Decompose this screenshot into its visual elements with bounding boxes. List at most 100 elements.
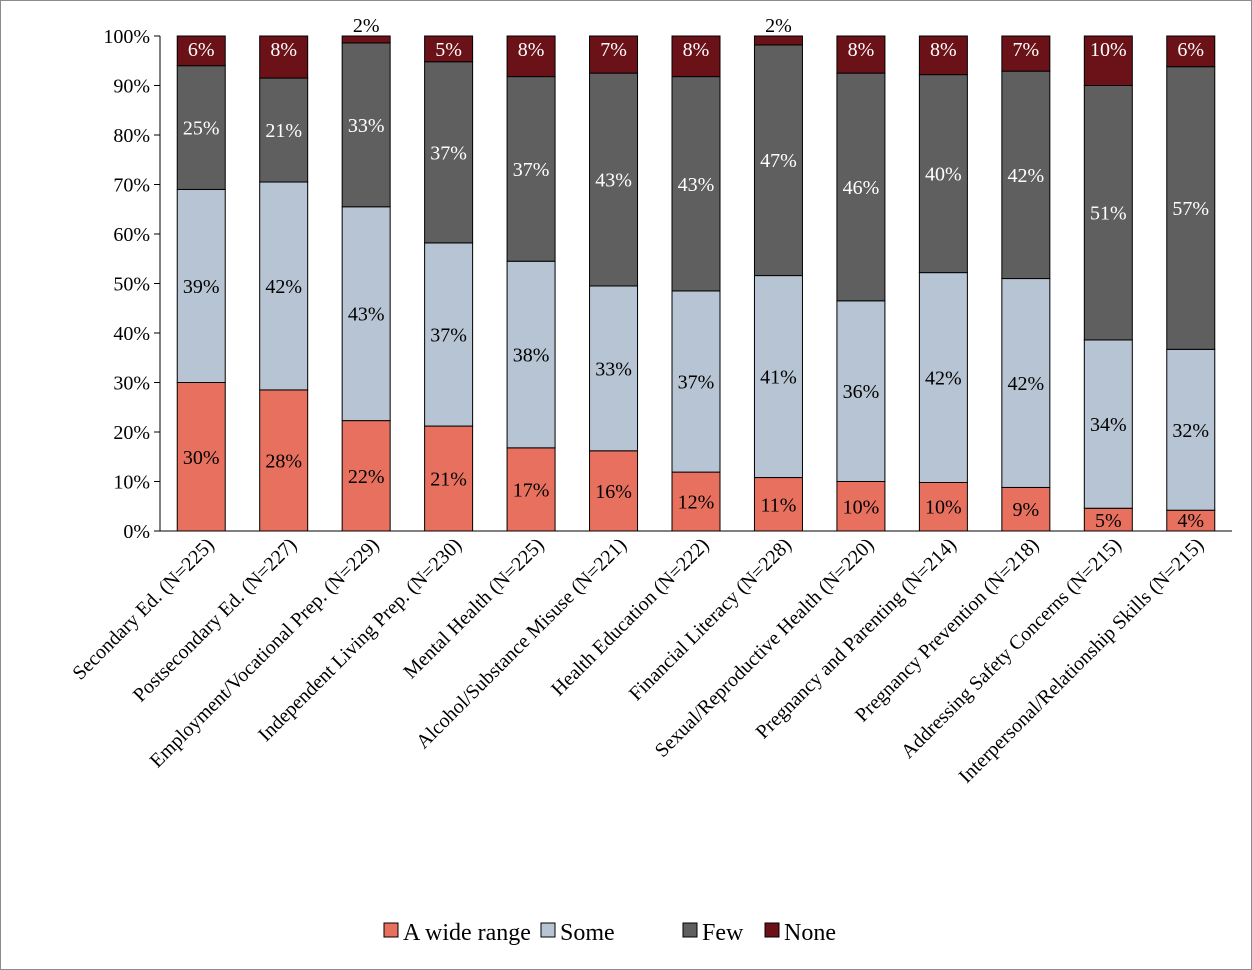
bar-segment: [671, 290, 721, 473]
data-label: 6%: [1177, 39, 1204, 61]
legend-swatch: [682, 922, 698, 938]
bar-segment: [341, 206, 391, 422]
legend-label: Some: [560, 920, 615, 946]
bar-segment: [918, 481, 968, 532]
data-label: 43%: [595, 170, 632, 192]
data-label: 33%: [595, 358, 632, 380]
data-label: 8%: [683, 39, 710, 61]
y-tick-label: 90%: [113, 76, 150, 98]
legend-label: Few: [702, 920, 744, 946]
plot-area: 30% 39% 25% 6% 28% 42% 21% 8% 22% 43% 33% 2% 21% 37% 3…: [176, 15, 1216, 532]
bar-segment: [506, 260, 556, 449]
data-label: 38%: [513, 345, 550, 367]
data-label: 10%: [1090, 39, 1127, 61]
legend-swatch: [764, 922, 780, 938]
y-tick-label: 70%: [113, 175, 150, 197]
legend: A wide range Some Few None: [383, 920, 836, 946]
data-label: 2%: [765, 15, 792, 37]
bar-segment: [918, 272, 968, 483]
bar-segment: [424, 35, 474, 63]
bar-segment: [1001, 278, 1051, 488]
data-label: 7%: [600, 39, 627, 61]
x-axis: Secondary Ed. (N=225)Postsecondary Ed. (…: [68, 530, 1232, 788]
data-label: 43%: [348, 304, 385, 326]
bar-segment: [836, 72, 886, 302]
data-label: 30%: [183, 447, 220, 469]
bar-segment: [918, 74, 968, 274]
bar-segment: [1166, 348, 1216, 511]
bar-segment: [259, 389, 309, 532]
bar-segment: [1166, 35, 1216, 68]
bar-segment: [176, 382, 226, 532]
data-label: 40%: [925, 164, 962, 186]
data-label: 33%: [348, 115, 385, 137]
y-tick-label: 20%: [113, 422, 150, 444]
data-label: 37%: [430, 142, 467, 164]
bar-segment: [671, 471, 721, 532]
bar-segment: [753, 275, 803, 479]
y-tick-label: 40%: [113, 323, 150, 345]
data-label: 22%: [348, 466, 385, 488]
bar-segment: [176, 65, 226, 190]
bar-segment: [341, 42, 391, 208]
bar-segment: [341, 420, 391, 532]
bar-segment: [506, 76, 556, 262]
data-label: 4%: [1177, 510, 1204, 532]
bar-segment: [671, 76, 721, 292]
data-label: 42%: [1008, 373, 1045, 395]
x-tick-label: Health Education (N=222): [547, 534, 713, 700]
data-label: 39%: [183, 276, 220, 298]
data-label: 17%: [513, 479, 550, 501]
bar-segment: [506, 35, 556, 78]
bar-segment: [424, 61, 474, 244]
bar-segment: [341, 35, 391, 44]
data-label: 5%: [1095, 510, 1122, 532]
legend-swatch: [540, 922, 556, 938]
bar-segment: [836, 300, 886, 483]
data-label: 21%: [430, 469, 467, 491]
data-label: 21%: [265, 120, 302, 142]
data-label: 57%: [1172, 198, 1209, 220]
x-tick-label: Postsecondary Ed. (N=227): [129, 534, 301, 706]
x-tick-label: Mental Health (N=225): [399, 534, 548, 683]
bar-segment: [836, 35, 886, 74]
bar-segment: [589, 72, 639, 287]
legend-swatch: [383, 922, 399, 938]
bar-segment: [259, 35, 309, 79]
data-label: 41%: [760, 367, 797, 389]
data-label: 7%: [1013, 39, 1040, 61]
bar-segment: [1001, 35, 1051, 72]
bar-segment: [506, 447, 556, 532]
bar-segment: [753, 477, 803, 532]
data-label: 10%: [925, 497, 962, 519]
data-label: 25%: [183, 118, 220, 140]
data-label: 8%: [848, 39, 875, 61]
data-label: 51%: [1090, 203, 1127, 225]
data-label: 37%: [678, 372, 715, 394]
y-tick-label: 10%: [113, 472, 150, 494]
data-label: 37%: [513, 159, 550, 181]
data-label: 16%: [595, 481, 632, 503]
data-label: 34%: [1090, 414, 1127, 436]
legend-label: None: [784, 920, 836, 946]
data-label: 6%: [188, 39, 215, 61]
data-label: 12%: [678, 492, 715, 514]
bar-segment: [259, 181, 309, 391]
x-tick-label: Financial Literacy (N=228): [625, 534, 796, 705]
y-tick-label: 30%: [113, 373, 150, 395]
bar-segment: [1001, 70, 1051, 280]
bar-segment: [259, 77, 309, 183]
data-label: 43%: [678, 174, 715, 196]
y-tick-label: 100%: [103, 26, 150, 48]
bar-segment: [1083, 339, 1133, 509]
bar-segment: [671, 35, 721, 78]
data-label: 37%: [430, 324, 467, 346]
data-label: 28%: [265, 450, 302, 472]
data-label: 9%: [1013, 499, 1040, 521]
bar-segment: [1083, 35, 1133, 86]
data-label: 42%: [925, 368, 962, 390]
data-label: 2%: [353, 15, 380, 37]
bar-segment: [176, 35, 226, 67]
data-label: 8%: [518, 39, 545, 61]
